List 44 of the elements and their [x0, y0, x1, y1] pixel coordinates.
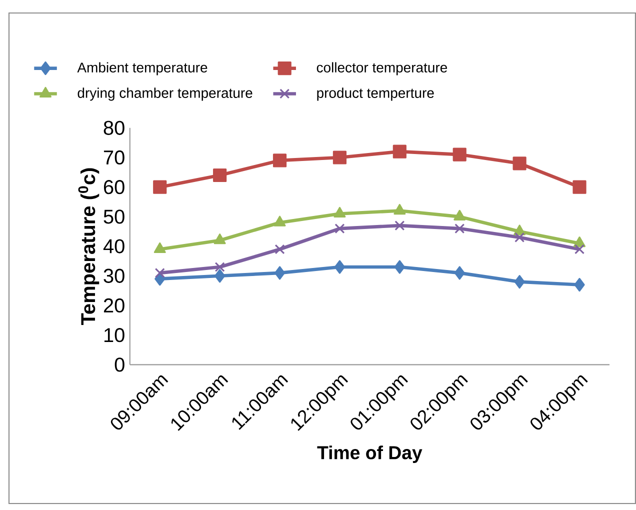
y-axis-title: Temperature ($^{0}$c) — [78, 168, 100, 326]
point — [454, 210, 466, 221]
point — [153, 180, 167, 194]
y-tick-label: 20 — [104, 298, 124, 313]
legend-label: drying chamber temperature — [78, 88, 252, 101]
point — [514, 275, 525, 289]
point — [394, 220, 405, 231]
point — [154, 268, 165, 278]
y-tick-label: 50 — [104, 210, 124, 224]
point — [334, 260, 346, 274]
point — [452, 148, 466, 162]
point — [334, 207, 346, 218]
point — [394, 260, 405, 274]
point — [274, 216, 286, 227]
point — [332, 150, 347, 165]
point — [574, 278, 585, 292]
point — [572, 180, 586, 194]
point — [512, 156, 526, 170]
point — [214, 269, 226, 283]
point — [213, 168, 227, 182]
point — [214, 262, 225, 272]
legend-label: collector temperature — [316, 62, 448, 76]
y-tick-label: 40 — [103, 239, 124, 254]
point — [514, 232, 525, 243]
point — [272, 154, 287, 168]
y-tick-label: 30 — [104, 269, 124, 284]
y-tick-label: 80 — [104, 121, 124, 136]
point — [394, 204, 406, 215]
point — [454, 224, 465, 234]
y-tick-label: 70 — [104, 150, 124, 165]
point — [574, 244, 585, 255]
legend-label: Ambient temperature — [77, 62, 208, 76]
point — [214, 234, 226, 244]
point — [454, 266, 465, 280]
y-tick-label: 0 — [114, 358, 124, 372]
y-tick-label: 10 — [104, 328, 124, 342]
x-axis-title: Time of Day — [317, 446, 422, 464]
point — [154, 242, 166, 254]
point — [392, 144, 406, 159]
point — [274, 266, 286, 280]
point — [334, 224, 345, 234]
legend-label: product temperture — [317, 88, 434, 101]
y-tick-label: 60 — [104, 180, 124, 194]
point — [274, 244, 285, 255]
